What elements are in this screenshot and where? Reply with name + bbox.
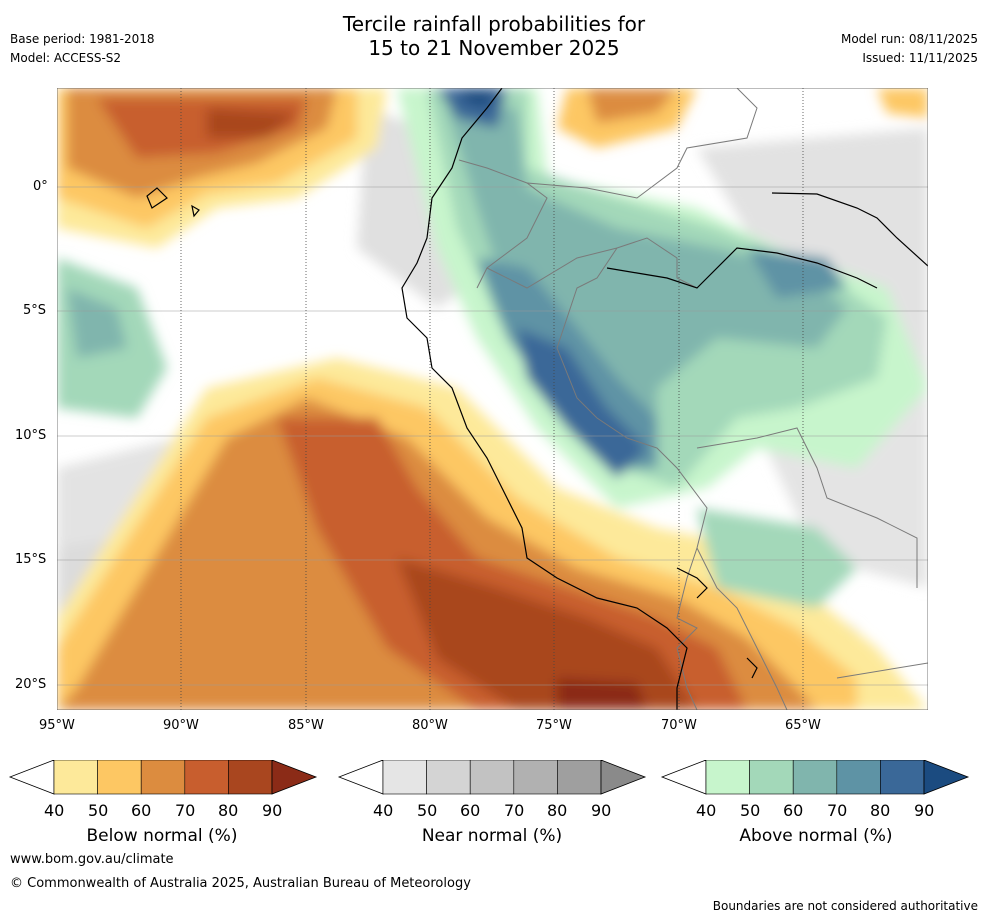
lon-label-80w: 80°W: [412, 718, 448, 733]
bolivia-south-border: [696, 547, 788, 710]
legend-below-swatch-3: [140, 760, 186, 795]
legend-near-tick-70: 70: [504, 801, 525, 820]
legend-above-tick-80: 80: [870, 801, 891, 820]
lon-label-65w: 65°W: [785, 718, 821, 733]
legend-above-tick-40: 40: [696, 801, 717, 820]
legend-above-tick-70: 70: [827, 801, 848, 820]
lon-label-75w: 75°W: [536, 718, 572, 733]
title-line-1: Tercile rainfall probabilities for: [342, 12, 646, 36]
legend-below-tick-50: 50: [88, 801, 109, 820]
lat-label-5s: 5°S: [23, 303, 47, 318]
legend-below-tick-70: 70: [175, 801, 196, 820]
legend-above-tick-60: 60: [783, 801, 804, 820]
lat-label-0: 0°: [33, 179, 48, 194]
issued-date: Issued: 11/11/2025: [862, 51, 978, 65]
legend-near-swatch-5: [557, 760, 602, 795]
lat-gridlines: [57, 186, 928, 686]
legend-above-tick-50: 50: [740, 801, 761, 820]
peru-bolivia-chile-border: [676, 547, 698, 710]
legend-below-title: Below normal (%): [86, 826, 238, 846]
title-line-2: 15 to 21 November 2025: [368, 36, 620, 60]
lake-titicaca: [676, 567, 708, 599]
country-boundaries: [458, 88, 928, 710]
paraguay-border: [836, 662, 928, 679]
galapagos-island-2: [191, 204, 200, 218]
lon-label-70w: 70°W: [661, 718, 697, 733]
amazon-river-main: [606, 247, 878, 289]
legend-below-over-triangle: [271, 760, 318, 795]
lat-label-20s: 20°S: [15, 677, 47, 692]
model-name: Model: ACCESS-S2: [10, 51, 122, 65]
lon-label-90w: 90°W: [163, 718, 199, 733]
legend-below-under-triangle: [8, 760, 55, 795]
legend-above-tick-90: 90: [914, 801, 935, 820]
legend-near-tick-40: 40: [373, 801, 394, 820]
legend-above-swatch-2: [749, 760, 794, 795]
legend-above-swatch-3: [792, 760, 838, 795]
lat-label-15s: 15°S: [15, 552, 47, 567]
legend-below-tick-60: 60: [131, 801, 152, 820]
legend-above-swatch-4: [836, 760, 881, 795]
legend-near-over-triangle: [600, 760, 647, 795]
legend-near-swatch-4: [513, 760, 558, 795]
legend-near-swatch-2: [426, 760, 471, 795]
legend-near-tick-80: 80: [547, 801, 568, 820]
legend-below-tick-90: 90: [262, 801, 283, 820]
legend-below-tick-80: 80: [218, 801, 239, 820]
legend-above-over-triangle: [923, 760, 970, 795]
legend-below-swatch-4: [184, 760, 229, 795]
lat-label-10s: 10°S: [15, 428, 47, 443]
colombia-venezuela-border: [526, 88, 758, 199]
legend-near-title: Near normal (%): [421, 826, 563, 846]
lon-label-95w: 95°W: [39, 718, 75, 733]
lon-label-85w: 85°W: [288, 718, 324, 733]
legend-above-under-triangle: [660, 760, 707, 795]
legend-near-swatch-3: [469, 760, 515, 795]
legend-below-swatch-5: [228, 760, 273, 795]
map-title: Tercile rainfall probabilities for 15 to…: [0, 12, 988, 60]
rainfall-probability-map: [57, 88, 928, 710]
south-america-west-coast: [401, 88, 688, 710]
bolivia-brazil-border: [696, 427, 918, 588]
amazon-river-upper: [771, 192, 928, 267]
legend-near-under-triangle: [337, 760, 384, 795]
legend-above-swatch-1: [705, 760, 750, 795]
footer-copyright: © Commonwealth of Australia 2025, Austra…: [10, 876, 471, 891]
base-period: Base period: 1981-2018: [10, 32, 155, 46]
coastlines: [146, 88, 928, 710]
legend-below-swatch-2: [97, 760, 142, 795]
legend-below-swatch-1: [53, 760, 98, 795]
legend-near-swatch-1: [382, 760, 427, 795]
probability-shading: [57, 88, 928, 710]
legend-near-tick-60: 60: [460, 801, 481, 820]
legend-colorbars: [8, 760, 970, 795]
legend-below-tick-40: 40: [44, 801, 65, 820]
legend-near-tick-90: 90: [591, 801, 612, 820]
footer-disclaimer: Boundaries are not considered authoritat…: [712, 899, 978, 913]
salt-flat: [746, 657, 758, 679]
galapagos-island-1: [146, 187, 168, 209]
model-run: Model run: 08/11/2025: [840, 32, 978, 46]
legend-above-title: Above normal (%): [739, 826, 893, 846]
legend-above-swatch-5: [880, 760, 925, 795]
peru-colombia-border: [486, 237, 698, 289]
legend-near-tick-50: 50: [417, 801, 438, 820]
peru-brazil-border: [556, 247, 708, 549]
footer-url[interactable]: www.bom.gov.au/climate: [10, 852, 174, 867]
